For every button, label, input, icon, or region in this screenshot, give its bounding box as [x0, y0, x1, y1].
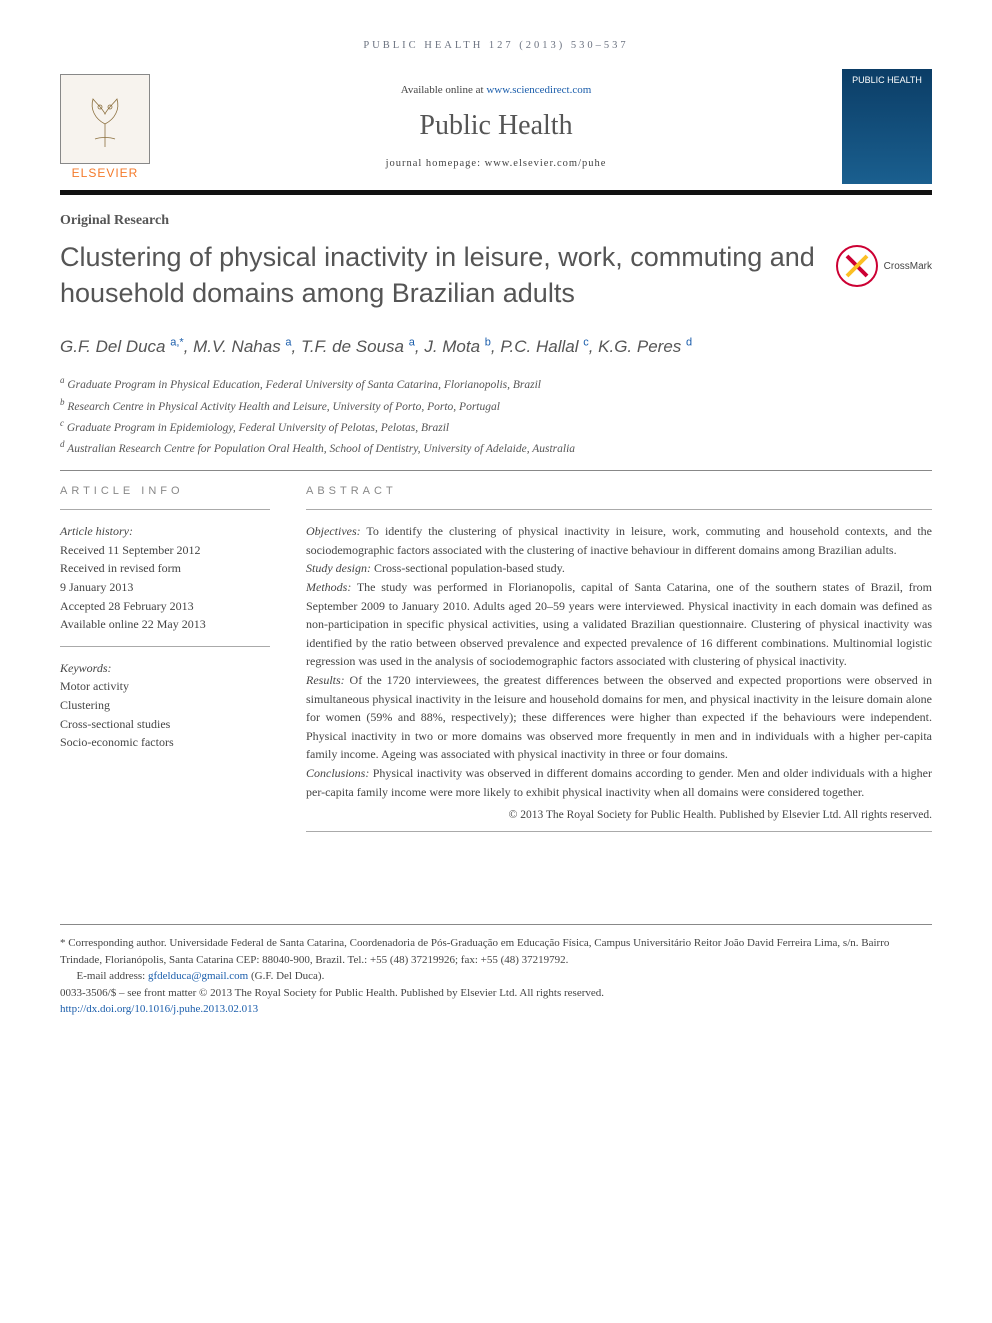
- abstract-body: Objectives: To identify the clustering o…: [306, 522, 932, 801]
- abstract-section: Results: Of the 1720 interviewees, the g…: [306, 671, 932, 764]
- abstract-column: ABSTRACT Objectives: To identify the clu…: [306, 485, 932, 844]
- journal-homepage-line: journal homepage: www.elsevier.com/puhe: [150, 158, 842, 169]
- affiliation-line: b Research Centre in Physical Activity H…: [60, 395, 932, 416]
- crossmark-badge[interactable]: CrossMark: [836, 245, 932, 287]
- journal-name: Public Health: [150, 110, 842, 142]
- elsevier-tree-icon: [60, 74, 150, 164]
- running-head: PUBLIC HEALTH 127 (2013) 530–537: [60, 40, 932, 51]
- history-line: 9 January 2013: [60, 578, 270, 597]
- history-line: Accepted 28 February 2013: [60, 597, 270, 616]
- abstract-section: Conclusions: Physical inactivity was obs…: [306, 764, 932, 801]
- issn-copyright-line: 0033-3506/$ – see front matter © 2013 Th…: [60, 985, 932, 1002]
- email-label: E-mail address:: [77, 970, 146, 982]
- corresponding-author-note: * Corresponding author. Universidade Fed…: [60, 935, 932, 968]
- abstract-copyright: © 2013 The Royal Society for Public Heal…: [306, 809, 932, 821]
- available-online-line: Available online at www.sciencedirect.co…: [150, 84, 842, 96]
- history-line: Available online 22 May 2013: [60, 615, 270, 634]
- author-email-link[interactable]: gfdelduca@gmail.com: [148, 970, 248, 982]
- keyword: Cross-sectional studies: [60, 715, 270, 734]
- affiliation-line: a Graduate Program in Physical Education…: [60, 373, 932, 394]
- available-prefix: Available online at: [401, 84, 487, 96]
- title-row: Clustering of physical inactivity in lei…: [60, 239, 932, 312]
- abstract-heading: ABSTRACT: [306, 485, 932, 497]
- article-history: Article history: Received 11 September 2…: [60, 522, 270, 634]
- two-column-body: ARTICLE INFO Article history: Received 1…: [60, 485, 932, 844]
- history-line: Received 11 September 2012: [60, 541, 270, 560]
- crossmark-label: CrossMark: [884, 261, 932, 272]
- abstract-section: Methods: The study was performed in Flor…: [306, 578, 932, 671]
- email-attribution: (G.F. Del Duca).: [251, 970, 324, 982]
- email-line: E-mail address: gfdelduca@gmail.com (G.F…: [60, 968, 932, 985]
- masthead: ELSEVIER Available online at www.science…: [60, 69, 932, 195]
- footnotes: * Corresponding author. Universidade Fed…: [60, 935, 932, 1018]
- affiliation-line: d Australian Research Centre for Populat…: [60, 437, 932, 458]
- doi-link[interactable]: http://dx.doi.org/10.1016/j.puhe.2013.02…: [60, 1003, 258, 1015]
- abstract-section: Study design: Cross-sectional population…: [306, 559, 932, 578]
- keywords-label: Keywords:: [60, 659, 270, 678]
- history-label: Article history:: [60, 522, 270, 541]
- corresponding-label: * Corresponding author.: [60, 937, 167, 949]
- article-info-heading: ARTICLE INFO: [60, 485, 270, 497]
- keyword: Clustering: [60, 696, 270, 715]
- affiliations: a Graduate Program in Physical Education…: [60, 373, 932, 471]
- affiliation-line: c Graduate Program in Epidemiology, Fede…: [60, 416, 932, 437]
- keywords-block: Keywords: Motor activityClusteringCross-…: [60, 659, 270, 752]
- article-title: Clustering of physical inactivity in lei…: [60, 239, 816, 312]
- corresponding-text: Universidade Federal de Santa Catarina, …: [60, 937, 889, 966]
- history-line: Received in revised form: [60, 559, 270, 578]
- abstract-section: Objectives: To identify the clustering o…: [306, 522, 932, 559]
- publisher-logo: ELSEVIER: [60, 74, 150, 180]
- masthead-center: Available online at www.sciencedirect.co…: [150, 84, 842, 169]
- crossmark-icon: [836, 245, 878, 287]
- article-info-column: ARTICLE INFO Article history: Received 1…: [60, 485, 270, 844]
- keyword: Socio-economic factors: [60, 733, 270, 752]
- journal-cover-thumbnail: PUBLIC HEALTH: [842, 69, 932, 184]
- sciencedirect-link[interactable]: www.sciencedirect.com: [486, 84, 591, 96]
- publisher-name: ELSEVIER: [72, 166, 139, 180]
- keyword: Motor activity: [60, 677, 270, 696]
- article-type: Original Research: [60, 213, 932, 229]
- author-list: G.F. Del Duca a,*, M.V. Nahas a, T.F. de…: [60, 334, 932, 360]
